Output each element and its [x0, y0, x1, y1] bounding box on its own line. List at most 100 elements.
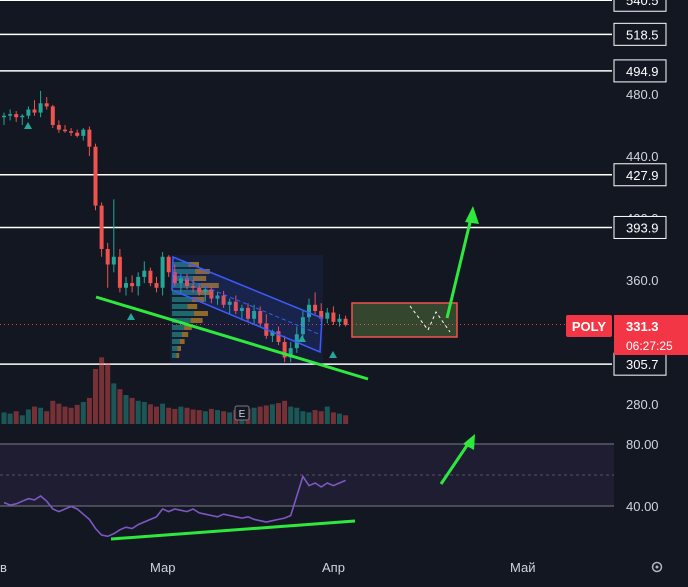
candle-body[interactable] — [117, 256, 122, 288]
candle-body[interactable] — [2, 115, 6, 118]
candle-body[interactable] — [8, 114, 13, 116]
candle-body[interactable] — [203, 289, 208, 293]
candle-body[interactable] — [276, 331, 281, 342]
candle-body[interactable] — [69, 131, 74, 133]
candle-body[interactable] — [307, 304, 311, 318]
volume-profile-row — [172, 318, 191, 323]
candle-body[interactable] — [313, 304, 318, 311]
candle-body[interactable] — [191, 286, 196, 288]
candle-body[interactable] — [197, 287, 202, 293]
volume-bar — [337, 413, 342, 424]
volume-bar — [99, 357, 105, 424]
candle-body[interactable] — [14, 114, 19, 118]
candle-body[interactable] — [44, 103, 49, 107]
candle-body[interactable] — [50, 106, 55, 125]
candlestick-series[interactable] — [2, 90, 348, 363]
last-price-label: 331.3 — [626, 319, 659, 334]
candle-body[interactable] — [282, 342, 287, 358]
candle-body[interactable] — [56, 125, 61, 130]
candle-body[interactable] — [26, 109, 31, 116]
candle-body[interactable] — [270, 331, 275, 336]
y-tick-label: 440.0 — [626, 149, 659, 164]
volume-bar — [172, 408, 178, 424]
volume-profile-row — [200, 283, 219, 288]
candle-body[interactable] — [215, 295, 220, 299]
candle-body[interactable] — [111, 256, 116, 265]
candle-body[interactable] — [172, 272, 177, 284]
candle-body[interactable] — [185, 278, 189, 287]
candle-body[interactable] — [258, 311, 263, 324]
projection-path — [409, 305, 451, 333]
price-axis[interactable]: 480.0440.0400.0360.0280.0540.5518.5494.9… — [613, 0, 667, 412]
drawings-layer[interactable] — [24, 122, 479, 381]
volume-bar — [7, 413, 13, 424]
candle-body[interactable] — [209, 289, 214, 299]
volume-profile-row — [172, 297, 192, 302]
candle-body[interactable] — [93, 146, 98, 206]
candle-body[interactable] — [148, 270, 153, 284]
volume-bar — [141, 401, 147, 424]
volume-profile-row — [179, 339, 185, 344]
candle-body[interactable] — [38, 103, 43, 113]
descending-channel[interactable] — [171, 255, 323, 354]
settings-gear-icon[interactable] — [651, 561, 663, 573]
volume-profile-row — [172, 339, 180, 344]
candle-body[interactable] — [331, 312, 336, 322]
support-trend-line[interactable] — [95, 295, 369, 381]
bullish-forecast-arrow[interactable] — [445, 213, 474, 319]
candle-body[interactable] — [124, 283, 128, 288]
rsi-tick-label: 80.00 — [626, 437, 659, 452]
price-level-label: 540.5 — [626, 0, 659, 8]
signal-triangle-icon — [329, 351, 337, 358]
candle-body[interactable] — [136, 276, 141, 287]
volume-bar — [80, 401, 86, 424]
symbol-badge[interactable]: POLY — [566, 315, 612, 337]
rsi-drawings[interactable] — [110, 434, 475, 541]
candle-body[interactable] — [99, 205, 104, 249]
rsi-axis[interactable]: 80.00 40.00 — [626, 437, 659, 514]
candle-body[interactable] — [178, 278, 183, 284]
volume-bar — [86, 397, 92, 424]
rsi-pane[interactable] — [0, 434, 614, 541]
time-axis[interactable]: в Мар Апр Май — [0, 560, 535, 575]
candle-body[interactable] — [154, 283, 159, 288]
rsi-forecast-arrow[interactable] — [439, 440, 472, 485]
candle-body[interactable] — [246, 307, 250, 319]
price-pane[interactable] — [0, 0, 612, 424]
y-tick-label: 480.0 — [626, 87, 659, 102]
volume-bar — [196, 410, 202, 424]
candle-body[interactable] — [160, 256, 165, 288]
candle-body[interactable] — [227, 301, 232, 305]
candle-body[interactable] — [319, 311, 324, 319]
earnings-marker[interactable]: E — [234, 405, 250, 421]
volume-profile-row — [176, 353, 180, 358]
candle-body[interactable] — [233, 301, 238, 311]
candle-body[interactable] — [75, 132, 80, 136]
candle-body[interactable] — [20, 115, 25, 118]
volume-profile-row — [172, 311, 194, 316]
rsi-divergence-line[interactable] — [110, 519, 356, 541]
candle-body[interactable] — [337, 318, 342, 322]
candle-body[interactable] — [130, 283, 135, 287]
volume-bar — [105, 363, 111, 424]
candle-body[interactable] — [166, 256, 171, 273]
consolidation-box[interactable] — [351, 302, 458, 338]
candle-body[interactable] — [288, 348, 293, 358]
candle-body[interactable] — [32, 109, 37, 113]
candle-body[interactable] — [142, 270, 147, 277]
volume-bar — [300, 411, 306, 424]
candle-body[interactable] — [325, 312, 330, 319]
volume-bar — [288, 406, 294, 424]
volume-bar — [306, 412, 312, 424]
candle-body[interactable] — [87, 129, 92, 147]
candle-body[interactable] — [221, 295, 226, 305]
candle-body[interactable] — [81, 129, 86, 136]
candle-body[interactable] — [294, 334, 299, 349]
candle-body[interactable] — [105, 249, 110, 265]
candle-body[interactable] — [252, 311, 257, 319]
candle-body[interactable] — [343, 318, 348, 325]
candle-body[interactable] — [239, 307, 244, 311]
candle-body[interactable] — [63, 129, 67, 132]
candle-body[interactable] — [300, 317, 305, 335]
